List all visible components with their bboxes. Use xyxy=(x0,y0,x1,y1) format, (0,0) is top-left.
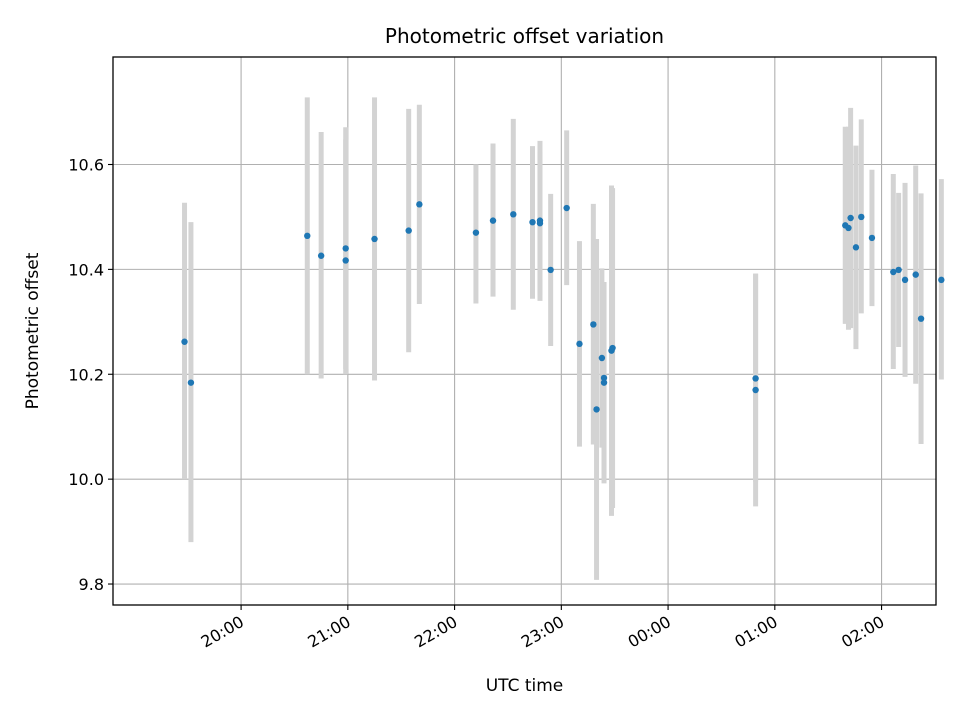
data-point xyxy=(405,227,412,234)
data-point xyxy=(187,379,195,386)
data-point xyxy=(416,201,423,208)
data-point xyxy=(752,386,759,394)
y-axis-ticks: 9.8 10.0 10.2 10.4 10.6 xyxy=(68,156,113,594)
y-tick-label: 10.6 xyxy=(68,156,104,175)
chart-title: Photometric offset variation xyxy=(385,24,664,48)
y-tick-label: 10.2 xyxy=(68,365,104,384)
data-point xyxy=(593,406,600,413)
y-tick-label: 9.8 xyxy=(79,575,104,594)
data-point xyxy=(600,374,608,382)
data-point xyxy=(304,232,311,240)
data-point xyxy=(510,211,517,218)
data-point xyxy=(600,379,608,386)
data-point xyxy=(938,276,945,284)
data-point xyxy=(342,257,349,264)
x-axis-label: UTC time xyxy=(486,676,564,696)
data-point xyxy=(609,344,616,352)
data-point xyxy=(598,354,606,362)
plot-frame xyxy=(112,56,937,606)
data-point xyxy=(847,214,854,222)
data-point xyxy=(912,271,919,278)
data-point xyxy=(547,266,554,274)
data-point xyxy=(917,315,925,322)
data-point xyxy=(895,266,902,274)
y-axis-label: Photometric offset xyxy=(23,252,43,409)
data-point xyxy=(901,276,909,284)
data-point xyxy=(563,204,570,212)
data-point xyxy=(489,217,497,224)
data-point xyxy=(576,340,583,348)
data-point xyxy=(536,220,544,227)
y-tick-label: 10.0 xyxy=(68,470,104,489)
data-point xyxy=(890,268,897,276)
data-point xyxy=(858,213,865,221)
data-point xyxy=(317,252,325,259)
y-tick-label: 10.4 xyxy=(68,260,104,279)
data-point xyxy=(342,245,349,252)
data-point xyxy=(868,234,876,242)
data-point xyxy=(590,321,597,328)
data-point xyxy=(472,229,480,236)
data-point xyxy=(181,338,188,345)
data-point xyxy=(371,235,378,243)
data-point xyxy=(852,244,860,251)
data-point xyxy=(529,218,536,226)
data-point xyxy=(752,375,759,382)
data-point xyxy=(845,224,852,232)
data-points xyxy=(181,201,945,413)
